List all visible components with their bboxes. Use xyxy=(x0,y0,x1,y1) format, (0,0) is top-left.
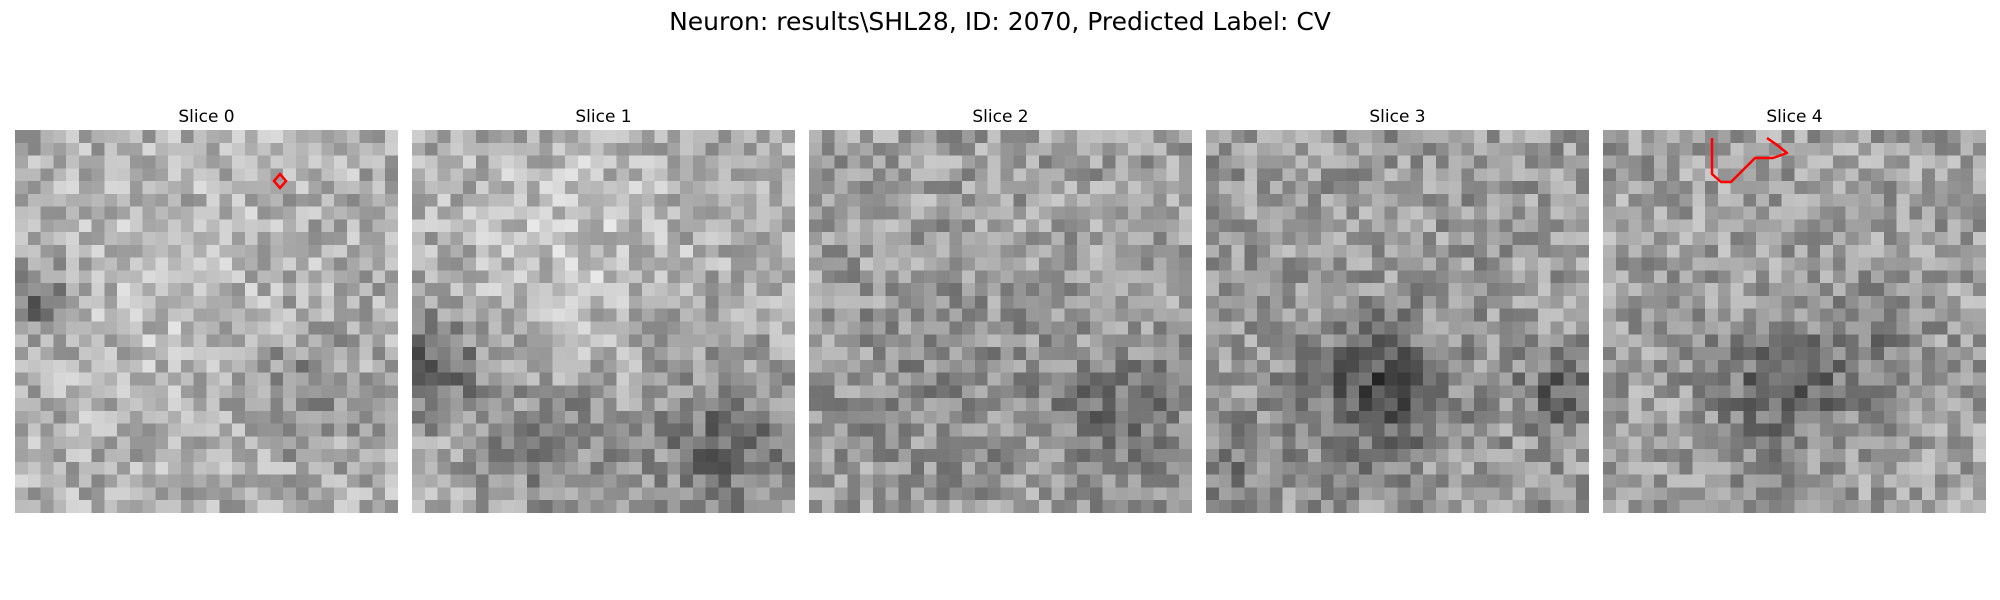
slice-image xyxy=(1603,130,1986,513)
slice-panel-1: Slice 1 xyxy=(412,106,795,513)
slice-image xyxy=(15,130,398,513)
slice-title: Slice 3 xyxy=(1369,107,1426,127)
slice-image xyxy=(1206,130,1589,513)
slice-panel-3: Slice 3 xyxy=(1206,106,1589,513)
slice-panel-4: Slice 4 xyxy=(1603,106,1986,513)
slice-image xyxy=(809,130,1192,513)
slice-title: Slice 2 xyxy=(972,107,1029,127)
slice-panel-0: Slice 0 xyxy=(15,106,398,513)
figure-title: Neuron: results\SHL28, ID: 2070, Predict… xyxy=(669,7,1331,36)
slice-title: Slice 0 xyxy=(178,107,235,127)
slice-image xyxy=(412,130,795,513)
slice-title: Slice 4 xyxy=(1766,107,1823,127)
slice-panel-2: Slice 2 xyxy=(809,106,1192,513)
slice-title: Slice 1 xyxy=(575,107,632,127)
